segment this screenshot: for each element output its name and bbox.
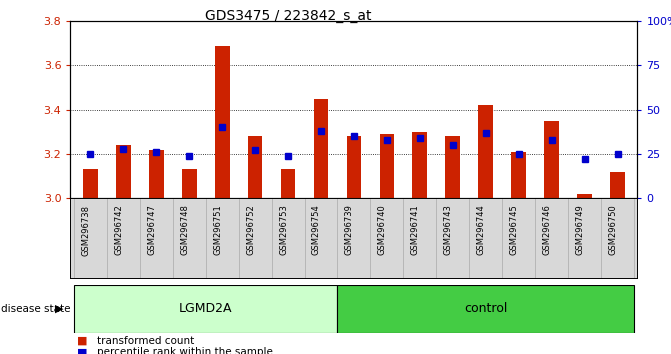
Text: percentile rank within the sample: percentile rank within the sample xyxy=(97,347,273,354)
Bar xyxy=(248,136,262,198)
Text: GSM296741: GSM296741 xyxy=(411,205,420,255)
Text: GSM296744: GSM296744 xyxy=(477,205,486,255)
Text: ■: ■ xyxy=(77,336,88,346)
Bar xyxy=(149,149,164,198)
Bar xyxy=(610,172,625,198)
Text: control: control xyxy=(464,302,507,315)
Text: GSM296740: GSM296740 xyxy=(378,205,387,255)
Text: GSM296746: GSM296746 xyxy=(543,205,552,256)
Text: GSM296739: GSM296739 xyxy=(345,205,354,256)
Text: GSM296750: GSM296750 xyxy=(609,205,618,255)
Bar xyxy=(182,170,197,198)
Bar xyxy=(478,105,493,198)
Text: GSM296752: GSM296752 xyxy=(246,205,255,255)
Bar xyxy=(74,285,338,333)
Bar xyxy=(313,99,328,198)
Text: GSM296747: GSM296747 xyxy=(147,205,156,256)
Text: GSM296738: GSM296738 xyxy=(81,205,90,256)
Text: GSM296751: GSM296751 xyxy=(213,205,222,255)
Text: ■: ■ xyxy=(77,347,88,354)
Bar xyxy=(338,285,634,333)
Bar xyxy=(83,170,98,198)
Text: ▶: ▶ xyxy=(55,304,64,314)
Text: transformed count: transformed count xyxy=(97,336,195,346)
Text: GSM296754: GSM296754 xyxy=(312,205,321,255)
Text: GSM296753: GSM296753 xyxy=(279,205,288,256)
Bar xyxy=(215,46,229,198)
Bar xyxy=(577,194,592,198)
Text: GSM296748: GSM296748 xyxy=(180,205,189,256)
Bar xyxy=(446,136,460,198)
Text: GSM296742: GSM296742 xyxy=(114,205,123,255)
Text: GSM296745: GSM296745 xyxy=(510,205,519,255)
Bar xyxy=(413,132,427,198)
Bar xyxy=(280,170,295,198)
Bar xyxy=(116,145,131,198)
Bar xyxy=(544,121,559,198)
Text: GSM296743: GSM296743 xyxy=(444,205,453,256)
Bar xyxy=(346,136,362,198)
Text: disease state: disease state xyxy=(1,304,71,314)
Text: GDS3475 / 223842_s_at: GDS3475 / 223842_s_at xyxy=(205,9,372,23)
Text: GSM296749: GSM296749 xyxy=(576,205,584,255)
Bar xyxy=(380,134,395,198)
Text: LGMD2A: LGMD2A xyxy=(179,302,232,315)
Bar xyxy=(511,152,526,198)
